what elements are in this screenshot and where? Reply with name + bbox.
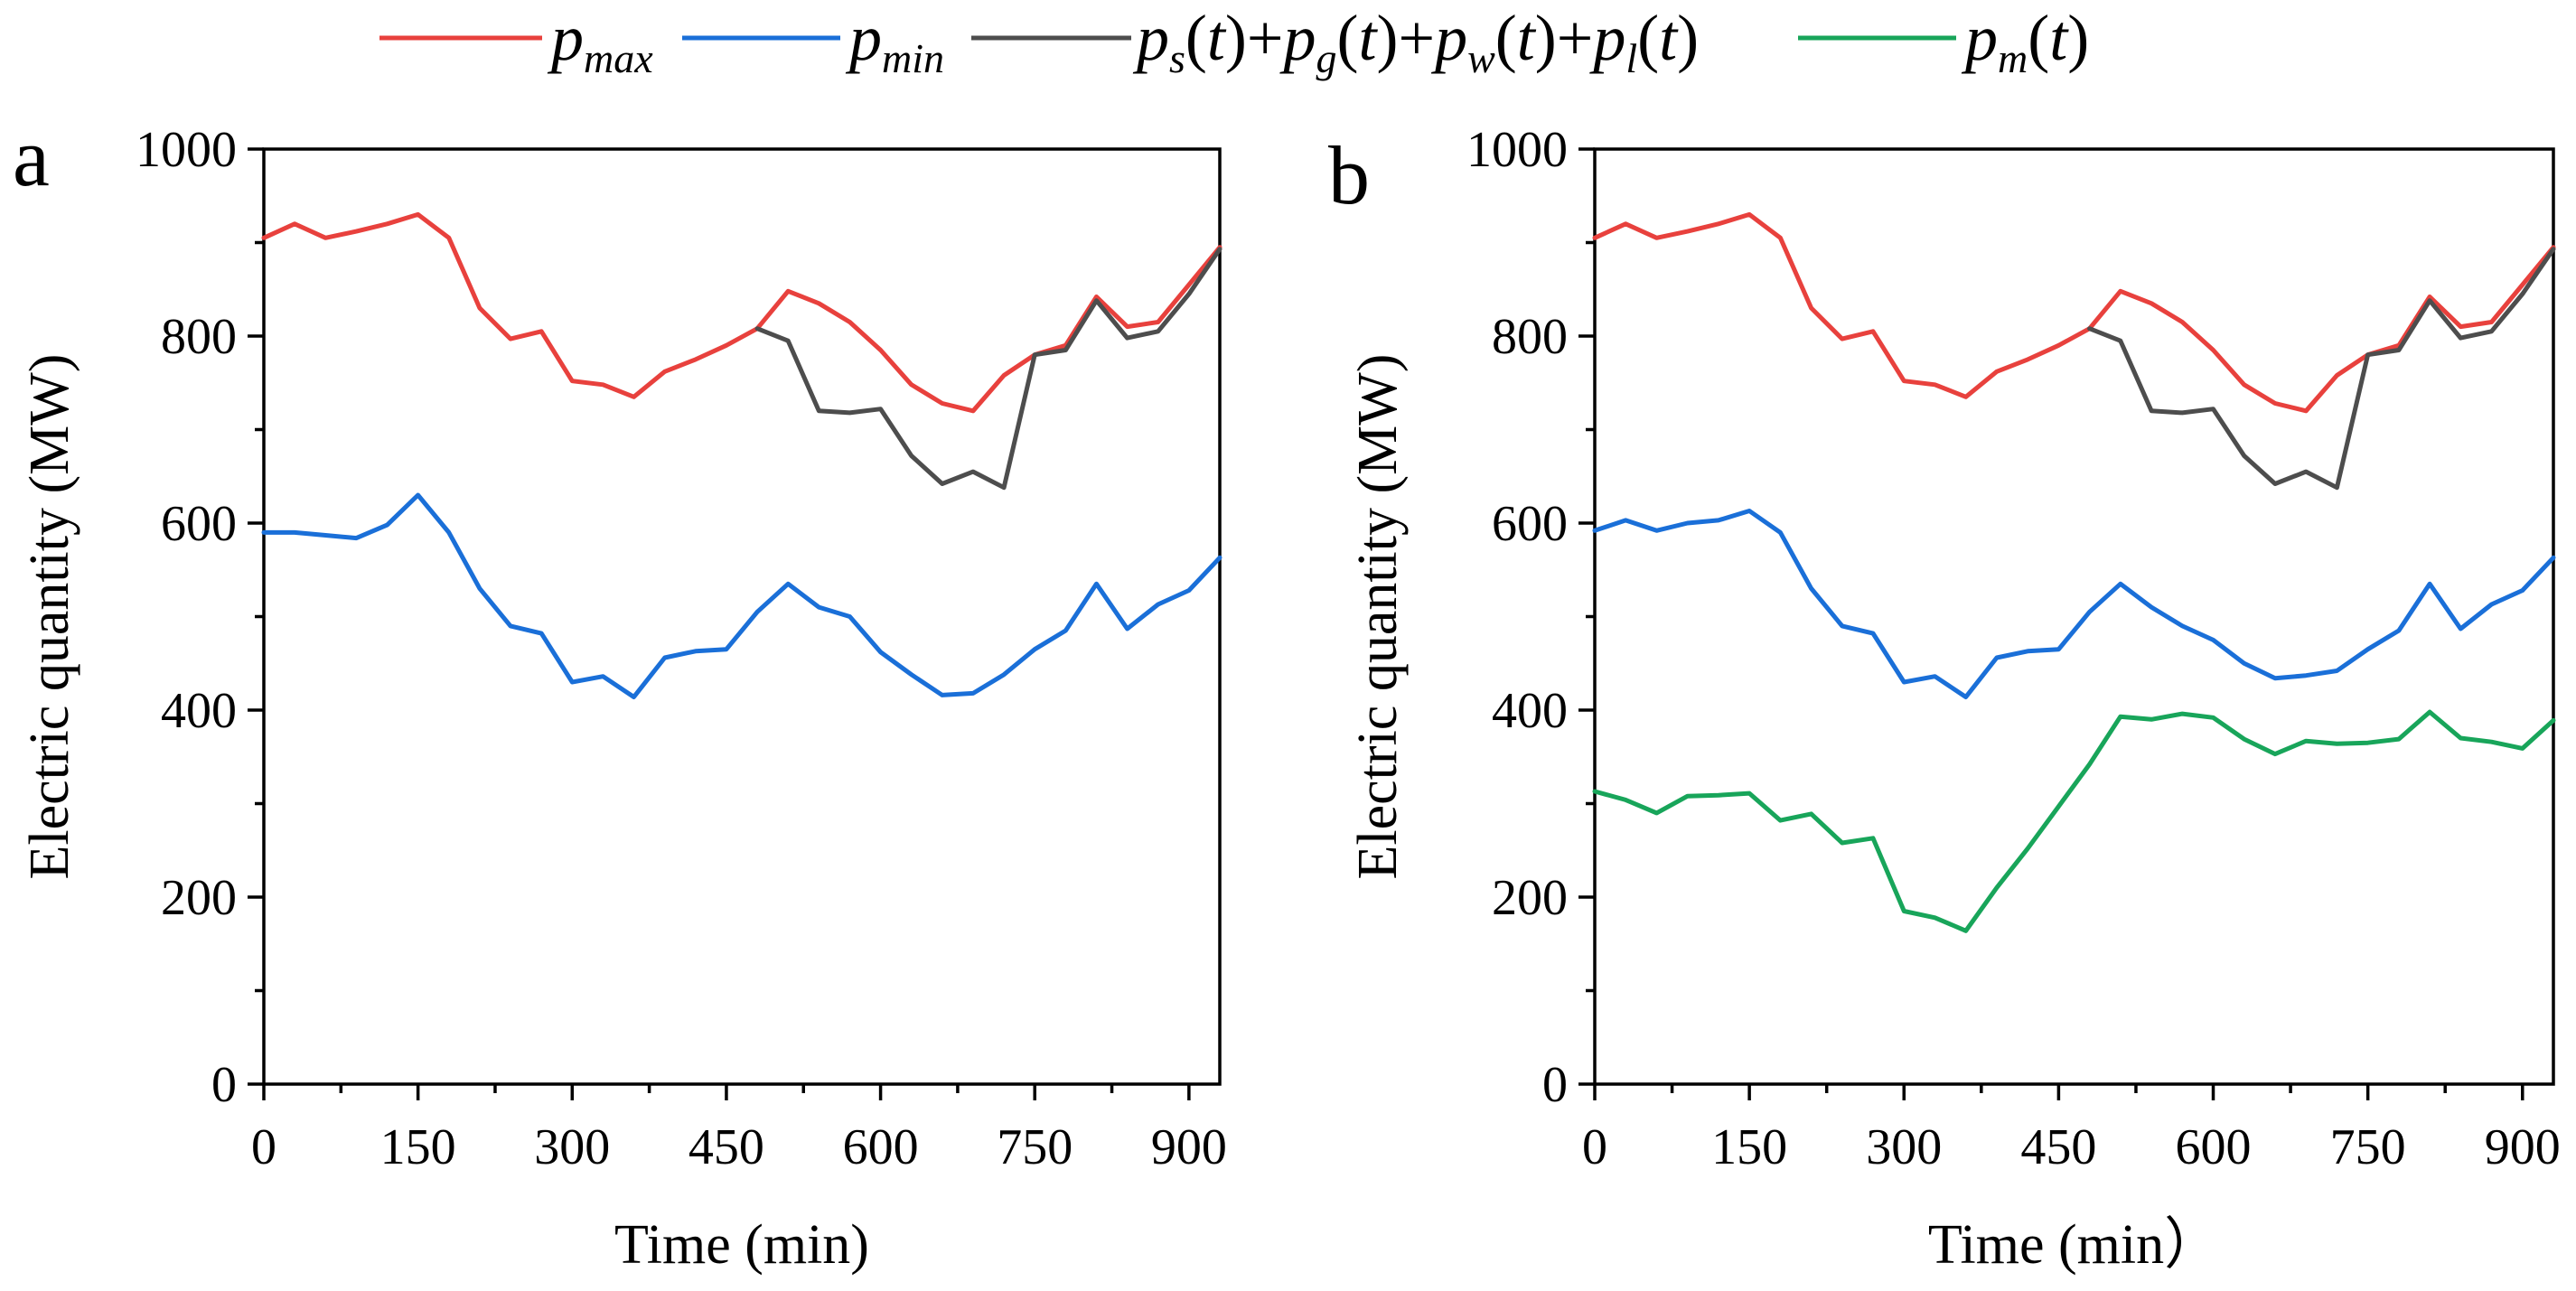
panel-a-x-tick-label: 450 — [688, 1119, 764, 1175]
panel-b-x-axis-title: Time (min） — [1928, 1214, 2220, 1276]
panel-a-series-p-min — [261, 492, 1222, 699]
legend-label-pm: pm(t) — [1961, 2, 2089, 81]
panel-a-x-tick-label: 150 — [380, 1119, 456, 1175]
panel-a-series-p-max — [261, 211, 1222, 414]
panel-a-y-tick-label: 400 — [161, 683, 237, 739]
panel-b-series-p-m-t — [1592, 709, 2556, 933]
panel-a-x-tick-label: 750 — [997, 1119, 1073, 1175]
panel-b-y-tick-label: 200 — [1492, 870, 1568, 926]
legend-label-pmax: pmax — [547, 2, 653, 81]
panel-b-y-tick-label: 0 — [1542, 1057, 1568, 1113]
panel-b-y-axis-title: Electric quantity (MW) — [1347, 354, 1409, 880]
panel-b-series-p-s-t-p-g-t-p-w-t-p-l-t — [2087, 247, 2556, 491]
panel-b-series-p-min — [1592, 509, 2556, 699]
panel-a-x-tick-label: 300 — [534, 1119, 610, 1175]
panel-b-x-tick-label: 150 — [1711, 1119, 1787, 1175]
panel-b-y-tick-label: 400 — [1492, 683, 1568, 739]
panel-b-x-tick-label: 0 — [1582, 1119, 1607, 1175]
panel-a-x-tick-label: 900 — [1151, 1119, 1227, 1175]
panel-a-label: a — [13, 111, 50, 203]
legend: pmax pmin ps(t)+pg(t)+pw(t)+pl(t) pm(t) — [379, 2, 2089, 81]
panel-a-series-p-s-t-p-g-t-p-w-t-p-l-t — [754, 247, 1222, 491]
panel-a-x-tick-label: 600 — [843, 1119, 919, 1175]
chart-panel-a: a 0 150 300 450 600 750 900 0 200 400 600 800 1000 Tim… — [13, 111, 1227, 1276]
panel-a-y-axis-title: Electric quantity (MW) — [19, 354, 80, 880]
panel-a-x-tick-label: 0 — [251, 1119, 276, 1175]
panel-a-y-tick-label: 0 — [211, 1057, 237, 1113]
panel-b-x-tick-label: 900 — [2485, 1119, 2561, 1175]
panel-b-y-tick-label: 1000 — [1466, 122, 1568, 178]
panel-a-y-tick-label: 200 — [161, 870, 237, 926]
panel-b-series-p-max — [1592, 211, 2556, 414]
panel-b-x-tick-label: 450 — [2020, 1119, 2096, 1175]
chart-panel-b: b 0 150 300 450 600 750 900 0 200 400 600 800 1000 Tim… — [1328, 122, 2561, 1276]
panel-b-x-tick-label: 750 — [2330, 1119, 2406, 1175]
legend-label-psum: ps(t)+pg(t)+pw(t)+pl(t) — [1132, 2, 1699, 81]
legend-label-pmin: pmin — [845, 2, 944, 81]
panel-b-x-tick-label: 600 — [2176, 1119, 2252, 1175]
panel-a-x-axis-title: Time (min) — [614, 1214, 869, 1276]
panel-a-y-tick-label: 800 — [161, 309, 237, 365]
panel-b-label: b — [1328, 129, 1370, 221]
panel-a-y-tick-label: 600 — [161, 496, 237, 552]
panel-a-y-tick-label: 1000 — [136, 122, 237, 178]
panel-b-y-tick-label: 600 — [1492, 496, 1568, 552]
panel-b-x-tick-label: 300 — [1866, 1119, 1942, 1175]
panel-b-y-tick-label: 800 — [1492, 309, 1568, 365]
